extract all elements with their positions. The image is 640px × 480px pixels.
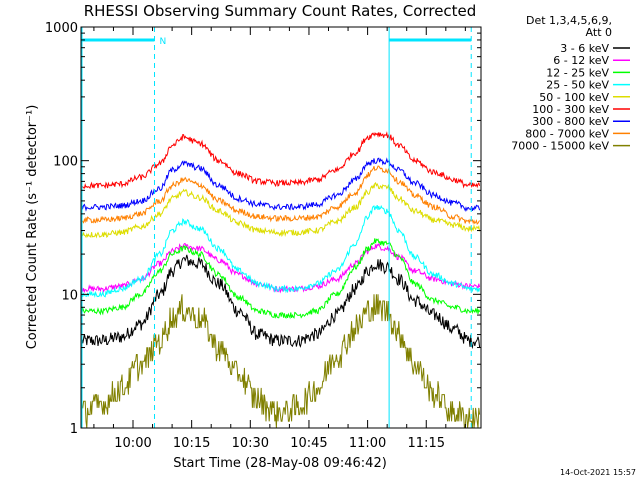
legend-label: 50 - 100 keV bbox=[539, 91, 609, 104]
series-line bbox=[81, 165, 480, 225]
legend-label: 7000 - 15000 keV bbox=[511, 140, 609, 153]
x-axis-label: Start Time (28-May-08 09:46:42) bbox=[173, 456, 387, 471]
x-tick-label: 10:45 bbox=[290, 436, 327, 451]
x-tick-label: 11:00 bbox=[349, 436, 386, 451]
legend-label: 300 - 800 keV bbox=[532, 115, 609, 128]
chart-title: RHESSI Observing Summary Count Rates, Co… bbox=[84, 2, 477, 20]
x-tick-label: 10:15 bbox=[173, 436, 210, 451]
legend-header: Det 1,3,4,5,6,9, bbox=[526, 14, 612, 27]
series-line bbox=[81, 182, 481, 239]
night-marker-label: N bbox=[160, 37, 167, 47]
y-tick-label: 1 bbox=[70, 422, 78, 437]
legend-label: 25 - 50 keV bbox=[546, 79, 609, 92]
legend-label: 3 - 6 keV bbox=[560, 42, 609, 55]
series-layer bbox=[81, 131, 481, 428]
orbit-flag-layer: N bbox=[81, 27, 472, 428]
series-line bbox=[82, 294, 481, 428]
x-tick-label: 10:30 bbox=[232, 436, 269, 451]
legend-label: 800 - 7000 keV bbox=[525, 127, 609, 140]
plot-frame bbox=[80, 26, 482, 429]
series-line bbox=[81, 238, 481, 320]
y-tick-label: 100 bbox=[53, 155, 78, 170]
series-line bbox=[81, 254, 481, 350]
x-tick-label: 11:15 bbox=[408, 436, 445, 451]
x-tick-label: 10:00 bbox=[114, 436, 151, 451]
series-line bbox=[81, 131, 481, 190]
series-line bbox=[81, 204, 481, 298]
y-axis-label: Corrected Count Rate (s⁻¹ detector⁻¹) bbox=[25, 105, 40, 350]
y-axis: 1 10 100 1000 bbox=[45, 21, 481, 437]
y-tick-label: 1000 bbox=[45, 21, 78, 36]
series-line bbox=[81, 157, 481, 212]
y-tick-label: 10 bbox=[61, 288, 78, 303]
footer-timestamp: 14-Oct-2021 15:57 bbox=[560, 468, 636, 477]
legend-label: 12 - 25 keV bbox=[546, 66, 609, 79]
legend-header: Att 0 bbox=[586, 26, 612, 39]
x-axis: 10:00 10:15 10:30 10:45 11:00 11:15 bbox=[93, 27, 466, 451]
legend-label: 100 - 300 keV bbox=[532, 103, 609, 116]
series-line bbox=[81, 242, 481, 294]
legend-label: 6 - 12 keV bbox=[553, 54, 609, 67]
